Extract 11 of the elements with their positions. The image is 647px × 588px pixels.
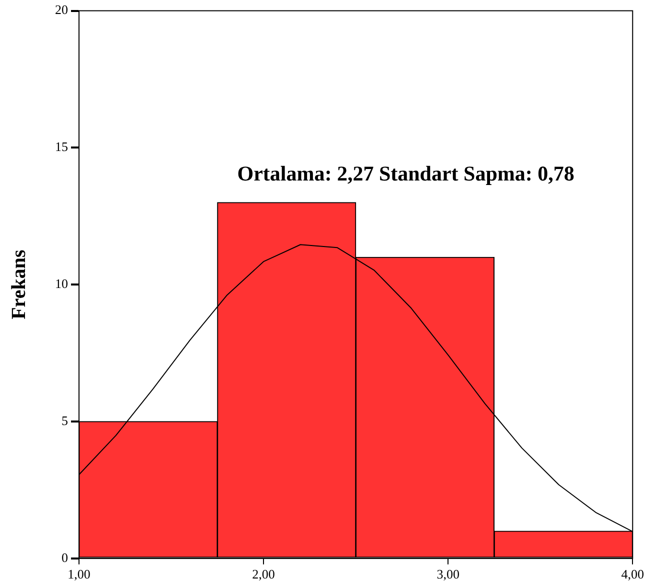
x-tick-label: 4,00 bbox=[621, 566, 644, 582]
y-tick-label: 15 bbox=[55, 139, 68, 154]
annotation: Ortalama: 2,27 Standart Sapma: 0,78 bbox=[237, 162, 574, 186]
x-tick-label: 2,00 bbox=[252, 566, 275, 582]
y-tick-label: 0 bbox=[62, 550, 68, 565]
y-axis-title: Frekans bbox=[8, 250, 30, 320]
y-tick-label: 20 bbox=[55, 2, 68, 18]
x-tick-label: 1,00 bbox=[68, 566, 90, 582]
y-tick-label: 5 bbox=[62, 412, 68, 428]
x-tick-label: 3,00 bbox=[436, 566, 460, 582]
y-tick-label: 10 bbox=[55, 276, 68, 292]
